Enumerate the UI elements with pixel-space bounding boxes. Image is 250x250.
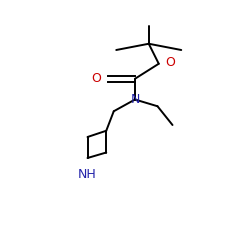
- Text: O: O: [165, 56, 175, 69]
- Text: O: O: [91, 72, 101, 85]
- Text: N: N: [130, 93, 140, 106]
- Text: NH: NH: [78, 168, 97, 181]
